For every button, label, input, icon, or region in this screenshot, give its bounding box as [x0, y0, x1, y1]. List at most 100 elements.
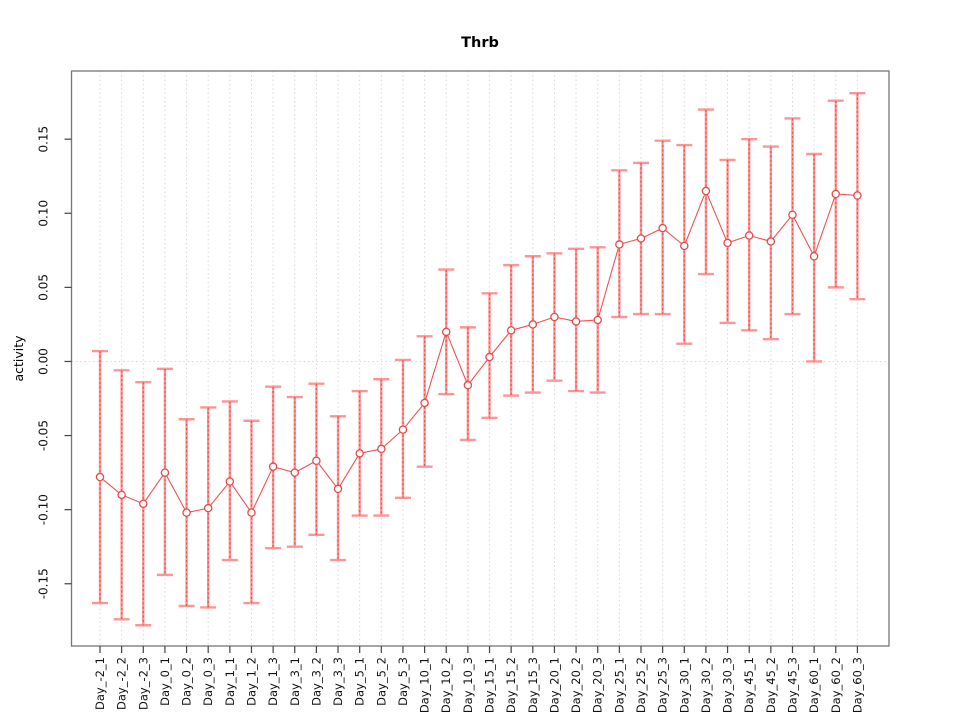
x-tick-label: Day_25_1: [612, 657, 626, 713]
data-point: [636, 234, 646, 243]
x-tick-label: Day_45_2: [764, 657, 778, 713]
series-connector: [315, 460, 339, 490]
x-tick-label: Day_60_1: [807, 657, 821, 713]
x-tick-label: Day_15_3: [526, 657, 540, 713]
series-connector: [791, 214, 815, 257]
series-connector: [99, 476, 122, 496]
data-point: [809, 251, 819, 261]
data-point: [312, 456, 321, 466]
data-point: [139, 499, 148, 508]
data-point: [550, 312, 559, 322]
data-point: [723, 238, 732, 248]
x-tick-label: Day_3_1: [288, 657, 302, 706]
x-tick-label: Day_1_1: [223, 657, 237, 706]
x-tick-label: Day_25_2: [634, 657, 648, 713]
x-tick-label: Day_5_2: [374, 657, 388, 706]
y-axis-label: activity: [11, 335, 26, 382]
data-point: [788, 210, 797, 219]
y-tick-label: -0.15: [37, 568, 51, 599]
x-tick-label: Day_30_1: [677, 657, 691, 713]
x-tick-label: Day_45_1: [742, 657, 756, 713]
data-point: [203, 503, 213, 513]
series-connector: [207, 481, 231, 509]
x-tick-label: Day_20_3: [591, 657, 605, 713]
data-point: [528, 320, 538, 329]
x-tick-label: Day_60_2: [829, 657, 843, 713]
plot-area: 0.15 0.10 0.05 0.00 -0.05 -0.10 -0.15 Day_-2_1 D…: [37, 70, 890, 713]
x-tick-label: Day_-2_2: [115, 657, 129, 710]
data-point: [463, 380, 473, 390]
y-tick-label: -0.10: [37, 494, 51, 525]
x-tick-label: Day_3_2: [309, 657, 323, 706]
x-tick-label: Day_0_1: [158, 657, 172, 706]
x-tick-label: Day_1_3: [266, 657, 280, 706]
data-point: [571, 317, 581, 326]
data-point: [831, 189, 841, 199]
x-tick-label: Day_10_2: [439, 657, 453, 713]
data-point: [225, 477, 235, 486]
data-point: [766, 237, 776, 246]
y-tick-label: 0.05: [37, 274, 51, 301]
data-point: [441, 327, 451, 337]
data-point: [701, 186, 711, 196]
x-tick-label: Day_5_1: [353, 657, 367, 706]
data-point: [117, 490, 126, 500]
series-connector: [467, 356, 490, 386]
series-connector: [489, 329, 512, 358]
x-tick-label: Day_20_1: [547, 657, 561, 713]
series-connector: [705, 190, 729, 244]
data-point: [658, 223, 667, 233]
series-connector: [813, 193, 837, 257]
data-point: [290, 468, 300, 477]
data-point: [615, 240, 624, 249]
series-connector: [597, 244, 620, 321]
data-point: [506, 326, 516, 335]
x-tick-label: Day_0_3: [201, 657, 215, 706]
data-point: [744, 231, 754, 240]
x-tick-label: Day_5_3: [396, 657, 410, 706]
y-tick-label: -0.05: [37, 420, 51, 451]
data-point: [333, 484, 343, 494]
x-tick-label: Day_20_2: [569, 657, 583, 713]
x-tick-label: Day_-2_1: [93, 657, 107, 710]
data-point: [355, 449, 364, 458]
series-connector: [142, 472, 166, 505]
x-tick-label: Day_1_2: [244, 657, 258, 706]
data-point: [593, 315, 602, 325]
data-point: [182, 508, 191, 517]
data-point: [485, 352, 494, 362]
data-point: [160, 468, 170, 477]
x-tick-label: Day_45_3: [785, 657, 799, 713]
series-connector: [445, 331, 469, 386]
series-connector: [683, 190, 707, 247]
data-point: [420, 398, 429, 408]
x-tick-label: Day_30_3: [721, 657, 735, 713]
series-connector: [164, 472, 188, 513]
data-point: [680, 241, 689, 251]
data-point: [268, 462, 278, 471]
x-tick-label: Day_25_3: [656, 657, 670, 713]
y-tick-label: 0.10: [37, 200, 51, 227]
x-tick-label: Day_-2_3: [136, 657, 150, 710]
x-tick-label: Day_3_3: [331, 657, 345, 706]
series-connector: [402, 402, 426, 430]
x-tick-label: Day_15_2: [504, 657, 518, 713]
data-point: [853, 191, 862, 200]
data-point: [398, 425, 408, 434]
series-connector: [424, 331, 447, 404]
x-tick-label: Day_60_3: [850, 657, 864, 713]
chart-title: Thrb: [461, 35, 499, 51]
x-tick-label: Day_10_3: [461, 657, 475, 713]
data-point: [247, 508, 256, 517]
y-tick-label: 0.00: [37, 348, 51, 375]
series-connector: [770, 214, 793, 242]
x-tick-label: Day_15_1: [483, 657, 497, 713]
series-connector: [380, 429, 404, 450]
y-tick-label: 0.15: [37, 126, 51, 153]
x-tick-label: Day_0_2: [180, 657, 194, 706]
series-connector: [662, 227, 685, 247]
data-point: [95, 472, 105, 482]
plot-border: [70, 70, 890, 647]
